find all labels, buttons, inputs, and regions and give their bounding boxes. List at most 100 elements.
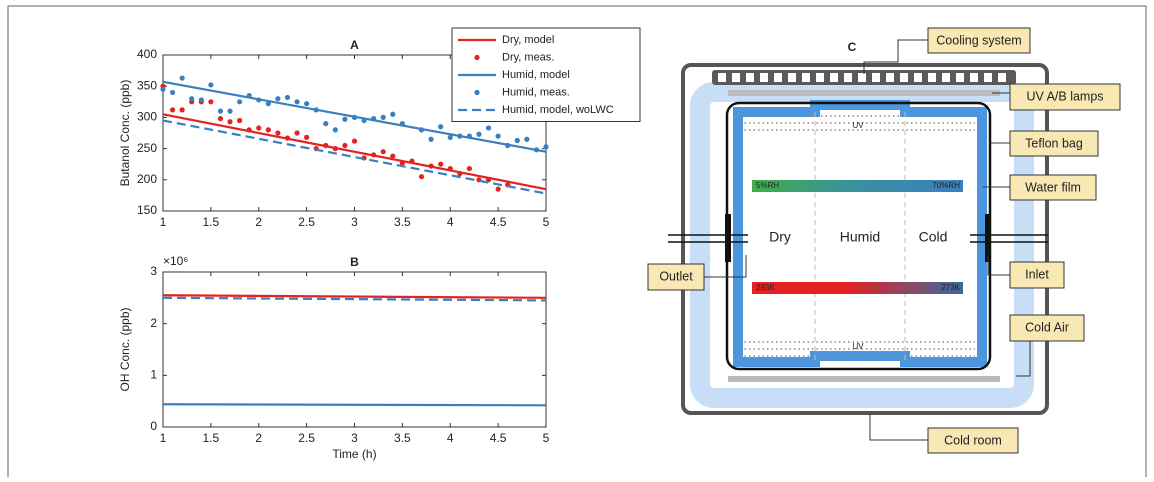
point xyxy=(256,125,262,131)
point xyxy=(198,97,204,103)
callout-text: Cold Air xyxy=(1025,320,1069,334)
y-tick-label: 300 xyxy=(137,110,157,124)
x-tick-label: 5 xyxy=(543,431,550,445)
point xyxy=(390,111,396,117)
point xyxy=(476,131,482,137)
point xyxy=(237,99,243,105)
point xyxy=(428,136,434,142)
y-tick-label: 400 xyxy=(137,47,157,61)
point xyxy=(208,99,214,105)
outlet-port xyxy=(725,214,731,262)
point xyxy=(160,86,166,92)
point xyxy=(428,163,434,169)
point xyxy=(514,137,520,144)
chart-title: B xyxy=(350,255,359,269)
rh-label: 5%RH xyxy=(756,181,779,190)
leader xyxy=(1016,341,1031,377)
point xyxy=(275,130,281,136)
point xyxy=(485,125,492,131)
point xyxy=(265,101,271,107)
point xyxy=(179,75,185,81)
point xyxy=(543,144,549,150)
point xyxy=(304,101,310,107)
line xyxy=(162,403,547,407)
callout xyxy=(1009,261,1065,289)
rh-label: 70%RH xyxy=(932,181,960,190)
callout-text: Outlet xyxy=(659,269,693,283)
point xyxy=(342,116,348,122)
line xyxy=(162,113,547,191)
leader xyxy=(704,255,747,278)
point xyxy=(380,114,386,120)
uv-label: UV xyxy=(852,342,864,351)
point xyxy=(399,121,405,127)
x-tick-label: 1 xyxy=(160,215,167,229)
y-tick-label: 150 xyxy=(137,203,157,217)
point xyxy=(217,108,224,114)
point xyxy=(457,133,463,139)
point xyxy=(284,94,291,101)
point xyxy=(447,165,453,172)
y-tick-label: 200 xyxy=(137,172,157,186)
x-tick-label: 2.5 xyxy=(298,431,315,445)
y-axis-label: Butanol Conc. (ppb) xyxy=(118,80,132,187)
point xyxy=(361,117,367,124)
point xyxy=(418,127,425,133)
point xyxy=(495,186,501,192)
callout-text: Cold room xyxy=(944,433,1002,447)
point xyxy=(294,99,300,105)
uv-rays xyxy=(740,115,975,357)
temp-label: 293K xyxy=(756,283,775,292)
point xyxy=(371,152,377,158)
x-tick-label: 3 xyxy=(351,431,358,445)
legend-label: Humid, model, woLWC xyxy=(502,104,614,116)
line xyxy=(162,294,547,299)
legend-label: Dry, meas. xyxy=(502,51,554,63)
callout-text: Cooling system xyxy=(936,33,1021,47)
point xyxy=(524,136,530,142)
uv-lamp xyxy=(728,376,1000,382)
x-tick-label: 5 xyxy=(543,215,550,229)
x-tick-label: 4.5 xyxy=(490,431,507,445)
callout xyxy=(647,263,705,291)
x-tick-label: 3.5 xyxy=(394,215,411,229)
point xyxy=(284,135,291,141)
temp-label: 273K xyxy=(941,283,960,292)
point xyxy=(237,117,243,124)
point xyxy=(371,116,377,122)
point xyxy=(323,142,329,149)
point xyxy=(485,177,492,183)
callout xyxy=(927,27,1031,54)
uv-lamp xyxy=(728,90,1000,96)
zone-label: Dry xyxy=(769,229,791,245)
x-tick-label: 3 xyxy=(351,215,358,229)
point xyxy=(495,133,501,139)
y-tick-label: 2 xyxy=(150,316,157,330)
rh-gradient xyxy=(752,180,963,192)
y-axis-label: OH Conc. (ppb) xyxy=(118,307,132,391)
line xyxy=(162,296,547,302)
point xyxy=(409,158,415,164)
temp-gradient xyxy=(752,282,963,294)
point xyxy=(169,89,176,96)
x-tick-label: 1.5 xyxy=(203,215,220,229)
cold-room xyxy=(681,63,1049,415)
frame xyxy=(7,5,1147,477)
point xyxy=(169,107,176,113)
point xyxy=(351,114,358,120)
legend-label: Humid, meas. xyxy=(502,86,570,98)
uv-label: UV xyxy=(852,121,864,130)
callout xyxy=(1009,83,1121,111)
legend-swatch xyxy=(474,54,480,61)
point xyxy=(227,119,233,125)
legend-swatch xyxy=(474,89,480,96)
x-tick-label: 4.5 xyxy=(490,215,507,229)
point xyxy=(342,142,348,149)
legend-label: Humid, model xyxy=(502,69,570,81)
leader xyxy=(869,413,928,441)
x-tick-label: 2 xyxy=(255,431,262,445)
point xyxy=(332,127,338,133)
point xyxy=(466,133,472,139)
point xyxy=(323,121,329,127)
